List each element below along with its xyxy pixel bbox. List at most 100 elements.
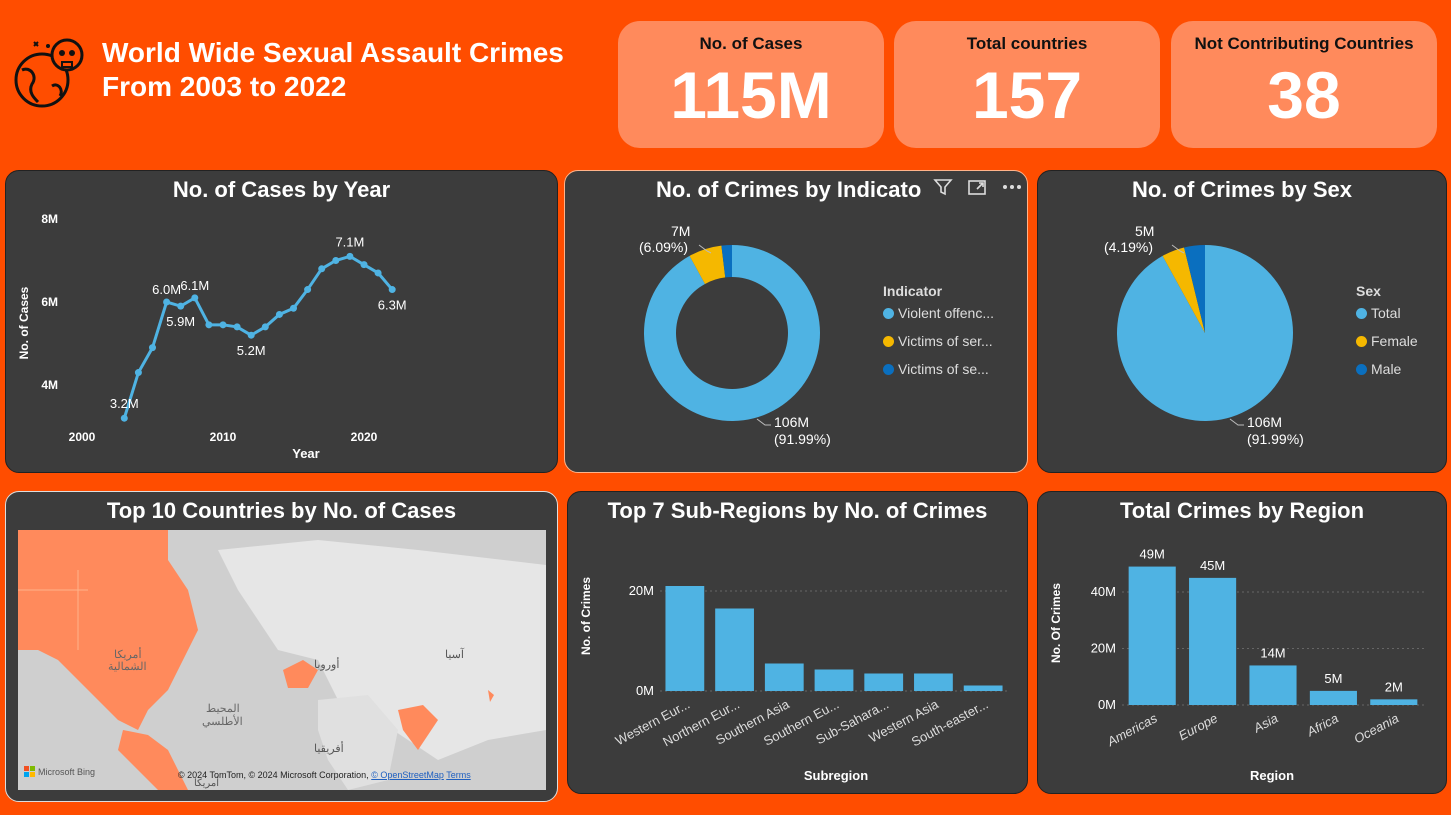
legend-item[interactable]: Violent offenc... (883, 305, 994, 321)
data-label: (4.19%) (1104, 239, 1153, 255)
data-point (346, 252, 354, 260)
bar (1309, 690, 1357, 705)
data-point (163, 298, 171, 306)
bar (1128, 566, 1176, 705)
cases-by-year-panel[interactable]: No. of Cases by Year No. of Cases Year 2… (5, 170, 558, 473)
leader-line (1171, 244, 1185, 254)
x-tick-label: 2010 (210, 430, 237, 444)
region-panel[interactable]: Total Crimes by Region No. Of Crimes Reg… (1037, 491, 1447, 794)
data-label: 14M (1260, 645, 1285, 660)
data-label: 45M (1200, 558, 1225, 573)
pie-slice (1162, 247, 1205, 333)
globe-skull-icon (14, 38, 84, 108)
data-label: 6.3M (378, 298, 407, 313)
legend-dot (883, 307, 894, 319)
x-tick-label: 2020 (351, 430, 378, 444)
bar (1189, 577, 1237, 705)
sex-panel[interactable]: No. of Crimes by Sex 5M (4.19%) 106M (91… (1037, 170, 1447, 473)
data-point (149, 344, 156, 352)
legend-item[interactable]: Total (1356, 305, 1418, 321)
map-panel[interactable]: Top 10 Countries by No. of Cases أمريكا … (5, 491, 558, 802)
kpi-card-total-countries: Total countries 157 (894, 21, 1160, 148)
x-axis-title: Year (292, 446, 319, 461)
legend-title: Indicator (883, 283, 943, 299)
bar (814, 669, 854, 691)
title-line-2: From 2003 to 2022 (102, 71, 347, 102)
data-label: 6.1M (180, 278, 209, 293)
y-axis-title: No. of Cases (17, 286, 31, 359)
map-label: أفريقيا (314, 743, 344, 755)
data-point (275, 310, 283, 318)
kpi-value: 157 (971, 58, 1083, 132)
data-point (247, 331, 255, 339)
x-tick-label: Oceania (1351, 710, 1401, 746)
map-attribution: © 2024 TomTom, © 2024 Microsoft Corporat… (178, 770, 471, 780)
map-label: المحيط (206, 703, 240, 715)
pie-slice (689, 245, 726, 284)
bar (864, 673, 904, 691)
bar (963, 685, 1003, 691)
data-point (360, 261, 368, 269)
subregions-panel[interactable]: Top 7 Sub-Regions by No. of Crimes No. o… (567, 491, 1028, 794)
legend-label: Total (1371, 305, 1401, 321)
focus-mode-icon[interactable] (967, 177, 987, 197)
data-point (261, 323, 269, 331)
legend-item[interactable]: Victims of ser... (883, 333, 994, 349)
osm-link[interactable]: © OpenStreetMap (371, 770, 444, 780)
kpi-value: 115M (670, 58, 832, 132)
header-logo (8, 36, 88, 116)
data-point (233, 323, 241, 331)
data-label: 5.2M (237, 343, 266, 358)
kpi-label: No. of Cases (699, 34, 803, 53)
legend-dot (1356, 335, 1367, 347)
y-axis-title: No. Of Crimes (1049, 583, 1063, 663)
bing-brand: Microsoft Bing (38, 766, 96, 777)
indicator-legend: Indicator Violent offenc... Victims of s… (883, 283, 994, 389)
y-tick-label: 20M (629, 583, 654, 598)
indicator-donut-chart: 7M (6.09%) 106M (91.99%) (639, 223, 831, 447)
data-label: 106M (1247, 414, 1282, 430)
x-tick-label: Africa (1304, 710, 1341, 739)
filter-icon[interactable] (933, 177, 953, 197)
y-tick-label: 40M (1091, 584, 1116, 599)
legend-item[interactable]: Male (1356, 361, 1418, 377)
x-axis-title: Region (1250, 768, 1294, 783)
data-point (120, 414, 128, 422)
bar (665, 586, 705, 691)
data-point (134, 369, 142, 377)
leader-line (698, 244, 712, 254)
legend-item[interactable]: Female (1356, 333, 1418, 349)
data-label: 6.0M (152, 282, 181, 297)
map-label: أمريكا (194, 778, 220, 789)
map-label: الأطلسي (202, 716, 243, 728)
title-line-1: World Wide Sexual Assault Crimes (102, 37, 564, 68)
panel-title: No. of Crimes by Indicato (656, 177, 922, 202)
data-point (318, 265, 326, 273)
kpi-label: Total countries (966, 34, 1088, 53)
data-label: (91.99%) (1247, 431, 1304, 447)
indicator-panel[interactable]: No. of Crimes by Indicato 7M (6.09%) 106… (564, 170, 1028, 473)
data-label: 3.2M (110, 396, 139, 411)
map-shapes (18, 530, 546, 790)
sex-legend: Sex Total Female Male (1356, 283, 1418, 389)
y-tick-label: 8M (41, 212, 58, 226)
data-label: 2M (1385, 679, 1403, 694)
data-label: 7M (671, 223, 690, 239)
data-point (304, 286, 312, 294)
data-label: 5M (1135, 223, 1154, 239)
kpi-value: 38 (1267, 58, 1341, 132)
pie-slice (1184, 245, 1205, 333)
leader-line (1229, 418, 1244, 426)
x-axis-title: Subregion (804, 768, 868, 783)
legend-item[interactable]: Victims of se... (883, 361, 994, 377)
legend-label: Male (1371, 361, 1402, 377)
legend-title: Sex (1356, 283, 1381, 299)
data-point (191, 294, 199, 302)
world-map[interactable]: أمريكا الشمالية المحيط الأطلسي أوروبا آس… (18, 530, 546, 790)
terms-link[interactable]: Terms (446, 770, 471, 780)
legend-label: Victims of se... (898, 361, 989, 377)
legend-dot (883, 335, 894, 347)
more-options-icon[interactable] (1001, 177, 1023, 197)
